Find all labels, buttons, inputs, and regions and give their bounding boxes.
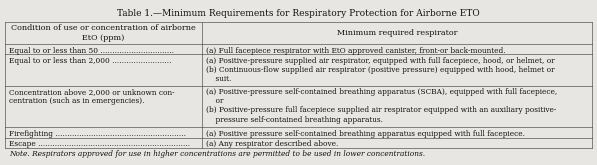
Text: Condition of use or concentration of airborne
EtO (ppm): Condition of use or concentration of air… [11, 24, 196, 42]
Text: (a) Any respirator described above.: (a) Any respirator described above. [205, 140, 338, 148]
Text: Equal to or less than 50 ...............................: Equal to or less than 50 ...............… [9, 47, 174, 54]
Text: Equal to or less than 2,000 .........................: Equal to or less than 2,000 ............… [9, 57, 171, 65]
Text: (a) Positive-pressure supplied air respirator, equipped with full facepiece, hoo: (a) Positive-pressure supplied air respi… [205, 57, 555, 83]
Text: (a) Full facepiece respirator with EtO approved canister, front-or back-mounted.: (a) Full facepiece respirator with EtO a… [205, 47, 505, 54]
Text: Concentration above 2,000 or unknown con-
centration (such as in emergencies).: Concentration above 2,000 or unknown con… [9, 88, 175, 105]
Text: (a) Positive pressure self-contained breathing apparatus equipped with full face: (a) Positive pressure self-contained bre… [205, 130, 525, 138]
Text: Firefighting .......................................................: Firefighting ...........................… [9, 130, 186, 138]
Text: Minimum required respirator: Minimum required respirator [337, 29, 457, 37]
Text: Escape ................................................................: Escape .................................… [9, 140, 190, 148]
Text: (a) Positive-pressure self-contained breathing apparatus (SCBA), equipped with f: (a) Positive-pressure self-contained bre… [205, 88, 557, 124]
Text: Note. Respirators approved for use in higher concentrations are permitted to be : Note. Respirators approved for use in hi… [9, 150, 425, 159]
Text: Table 1.—Minimum Requirements for Respiratory Protection for Airborne ETO: Table 1.—Minimum Requirements for Respir… [117, 9, 480, 17]
